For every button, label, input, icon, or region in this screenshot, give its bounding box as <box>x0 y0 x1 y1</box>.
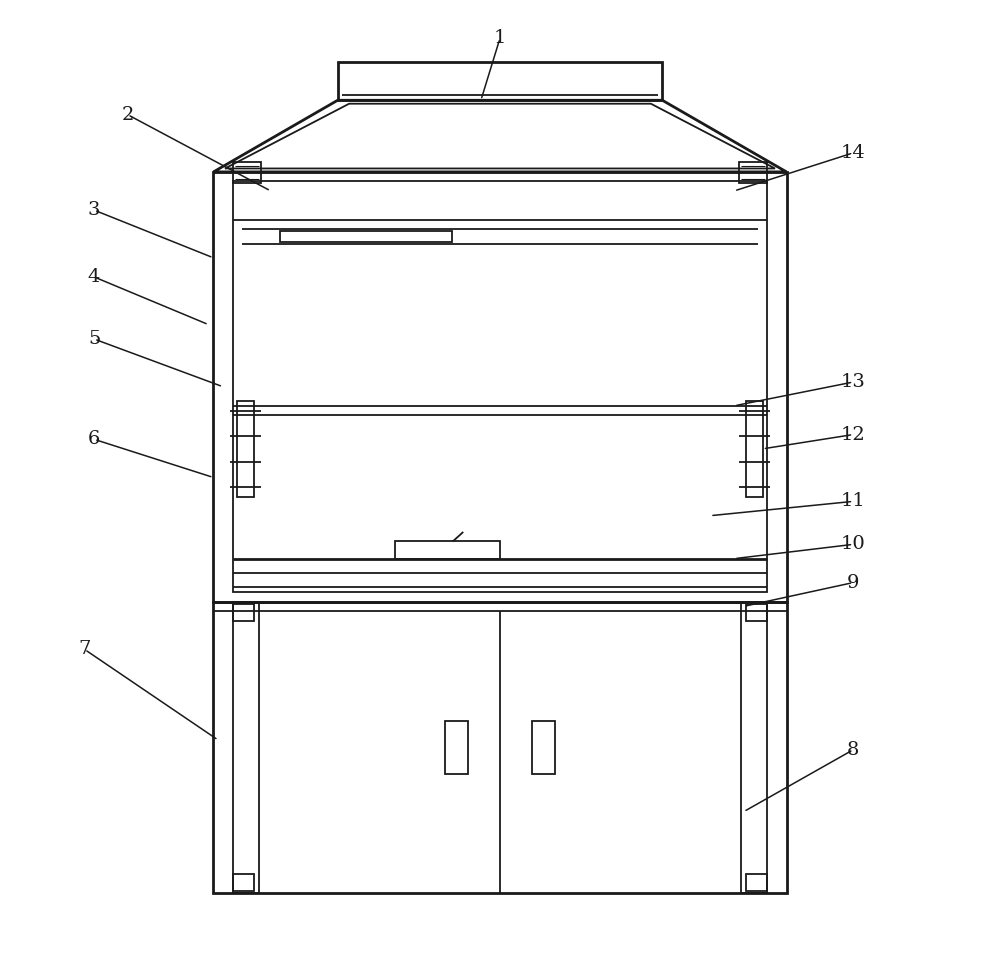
Text: 6: 6 <box>88 431 100 448</box>
Text: 14: 14 <box>841 144 866 161</box>
Text: 1: 1 <box>494 30 506 47</box>
Text: 11: 11 <box>841 493 866 510</box>
Bar <box>739 162 767 183</box>
Bar <box>746 401 763 497</box>
Bar <box>233 162 261 183</box>
Text: 7: 7 <box>78 641 91 658</box>
Bar <box>213 172 787 602</box>
Bar <box>233 874 254 891</box>
Bar <box>746 874 767 891</box>
Bar <box>532 721 555 774</box>
Text: 13: 13 <box>841 373 866 391</box>
Text: 4: 4 <box>88 268 100 286</box>
Bar <box>237 401 254 497</box>
Text: 2: 2 <box>121 106 134 123</box>
Text: 9: 9 <box>847 574 860 591</box>
Bar <box>395 541 500 559</box>
Text: 5: 5 <box>88 330 100 348</box>
Text: 12: 12 <box>841 426 866 443</box>
Bar <box>213 602 787 893</box>
Text: 8: 8 <box>847 741 860 758</box>
Bar <box>746 604 767 621</box>
Bar <box>741 602 767 893</box>
Bar <box>233 602 259 893</box>
Bar <box>280 231 452 242</box>
Bar <box>445 721 468 774</box>
Bar <box>338 62 662 100</box>
Bar <box>233 604 254 621</box>
Bar <box>233 181 767 592</box>
Text: 3: 3 <box>88 202 100 219</box>
Text: 10: 10 <box>841 536 866 553</box>
